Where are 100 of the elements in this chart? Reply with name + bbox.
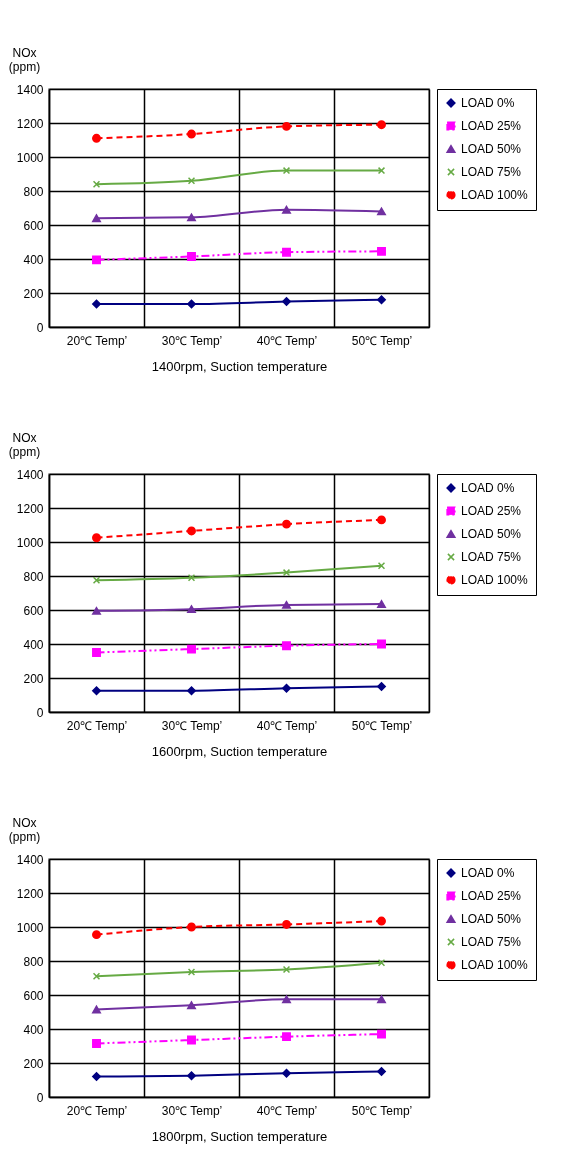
- point: [377, 600, 386, 609]
- point: [282, 641, 291, 651]
- point: [282, 995, 291, 1004]
- y-tick-label: 400: [23, 252, 44, 267]
- point: [92, 606, 101, 615]
- point: [282, 247, 291, 257]
- point: [187, 1035, 196, 1045]
- x-tick-label: 30℃ Temp’: [161, 718, 223, 733]
- y-tick-label: 1200: [16, 886, 44, 901]
- point: [282, 297, 291, 306]
- point: [377, 120, 386, 130]
- x-tick-label: 20℃ Temp’: [66, 718, 128, 733]
- legend-label: LOAD 25%: [461, 504, 522, 518]
- point: [377, 1067, 386, 1076]
- point: [187, 299, 196, 309]
- y-tick-label: 0: [36, 320, 44, 335]
- point: [282, 920, 291, 929]
- y-axis-title: NOx (ppm): [8, 815, 41, 844]
- point: [377, 515, 386, 525]
- point: [282, 683, 291, 693]
- x-tick-label: 50℃ Temp’: [351, 718, 413, 733]
- point: [92, 930, 101, 940]
- point: [92, 214, 101, 223]
- x-axis-title: 1400rpm, Suction temperature: [151, 358, 328, 374]
- point: [282, 121, 291, 131]
- legend-label: LOAD 0%: [461, 481, 515, 495]
- legend-label: LOAD 75%: [461, 165, 522, 179]
- x-tick-label: 40℃ Temp’: [256, 1103, 318, 1118]
- x-axis-title: 1600rpm, Suction temperature: [151, 743, 328, 759]
- point: [187, 526, 196, 536]
- point: [187, 1001, 196, 1010]
- point: [282, 519, 291, 529]
- y-tick-label: 800: [23, 569, 44, 584]
- y-tick-label: 1000: [16, 535, 44, 550]
- point: [92, 686, 101, 696]
- point: [92, 648, 101, 657]
- point: [187, 251, 196, 261]
- legend-label: LOAD 0%: [461, 866, 515, 880]
- point: [92, 533, 101, 543]
- legend-label: LOAD 50%: [461, 912, 522, 926]
- y-tick-label: 1000: [16, 150, 44, 165]
- x-tick-label: 20℃ Temp’: [66, 333, 128, 348]
- point: [377, 995, 386, 1004]
- point: [377, 916, 386, 926]
- y-tick-label: 1400: [16, 82, 44, 97]
- x-tick-label: 40℃ Temp’: [256, 718, 318, 733]
- legend-label: LOAD 100%: [461, 188, 529, 202]
- x-tick-label: 30℃ Temp’: [161, 1103, 223, 1118]
- point: [377, 1029, 386, 1039]
- y-tick-label: 200: [23, 671, 44, 686]
- x-tick-label: 20℃ Temp’: [66, 1103, 128, 1118]
- point: [377, 639, 386, 649]
- y-axis-title: NOx (ppm): [8, 430, 41, 459]
- y-tick-label: 600: [23, 218, 44, 233]
- point: [187, 213, 196, 222]
- point: [282, 965, 291, 974]
- point: [377, 246, 386, 256]
- point: [92, 1072, 101, 1082]
- point: [187, 605, 196, 614]
- x-tick-label: 40℃ Temp’: [256, 333, 318, 348]
- legend-label: LOAD 75%: [461, 935, 522, 949]
- point: [377, 682, 386, 691]
- point: [187, 922, 196, 932]
- y-tick-label: 1200: [16, 501, 44, 516]
- point: [377, 207, 386, 216]
- y-tick-label: 200: [23, 286, 44, 301]
- y-tick-label: 1000: [16, 920, 44, 935]
- point: [92, 133, 101, 143]
- legend-label: LOAD 75%: [461, 550, 522, 564]
- point: [282, 600, 291, 609]
- legend-label: LOAD 0%: [461, 96, 515, 110]
- point: [187, 129, 196, 139]
- point: [92, 255, 101, 265]
- point: [92, 1038, 101, 1048]
- y-tick-label: 200: [23, 1056, 44, 1071]
- y-tick-label: 600: [23, 603, 44, 618]
- point: [92, 299, 101, 309]
- point: [282, 205, 291, 214]
- legend-label: LOAD 100%: [461, 573, 529, 587]
- legend-label: LOAD 25%: [461, 889, 522, 903]
- y-tick-label: 1400: [16, 467, 44, 482]
- y-tick-label: 1400: [16, 852, 44, 867]
- y-tick-label: 400: [23, 637, 44, 652]
- x-axis-title: 1800rpm, Suction temperature: [151, 1128, 328, 1144]
- point: [187, 1071, 196, 1081]
- y-tick-label: 1200: [16, 116, 44, 131]
- y-tick-label: 0: [36, 1090, 44, 1105]
- legend-label: LOAD 50%: [461, 142, 522, 156]
- legend-label: LOAD 100%: [461, 958, 529, 972]
- point: [92, 1005, 101, 1014]
- y-tick-label: 600: [23, 988, 44, 1003]
- x-tick-label: 50℃ Temp’: [351, 333, 413, 348]
- point: [282, 1068, 291, 1078]
- point: [187, 686, 196, 696]
- y-tick-label: 0: [36, 705, 44, 720]
- x-tick-label: 30℃ Temp’: [161, 333, 223, 348]
- y-tick-label: 800: [23, 184, 44, 199]
- legend-label: LOAD 50%: [461, 527, 522, 541]
- legend-label: LOAD 25%: [461, 119, 522, 133]
- point: [187, 644, 196, 654]
